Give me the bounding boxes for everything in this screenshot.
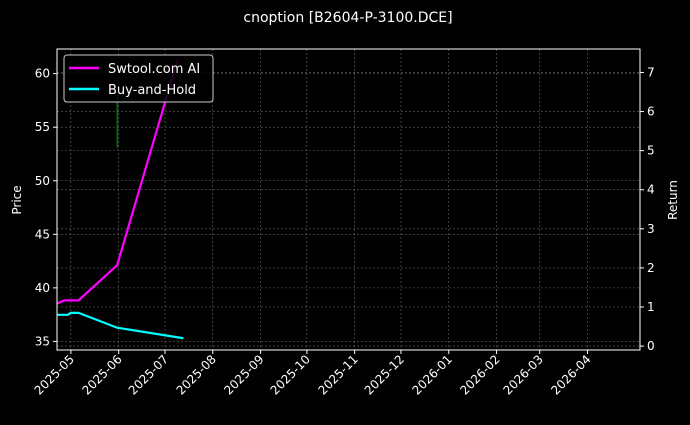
x-tick-label: 2025-07	[126, 352, 171, 397]
x-tick-label: 2025-05	[32, 352, 77, 397]
legend: Swtool.com AI Buy-and-Hold	[63, 54, 214, 103]
y2-tick-label: 5	[647, 144, 655, 158]
x-tick-label: 2025-12	[362, 352, 407, 397]
x-tick-label: 2026-02	[457, 352, 502, 397]
y-tick-label: 55	[35, 120, 50, 134]
y2-tick-label: 4	[647, 183, 655, 197]
y-axis-label: Price	[10, 185, 24, 214]
y2-axis-label: Return	[666, 180, 680, 220]
x-tick-label: 2025-09	[221, 352, 266, 397]
series-line-swtool-com-ai	[57, 60, 179, 305]
y-tick-label: 60	[35, 67, 50, 81]
y-tick-label: 40	[35, 281, 50, 295]
legend-box	[63, 54, 214, 103]
x-tick-label: 2026-01	[410, 352, 455, 397]
y2-tick-label: 6	[647, 105, 655, 119]
x-tick-label: 2025-11	[315, 352, 360, 397]
y2-tick-label: 3	[647, 222, 655, 236]
y2-tick-label: 2	[647, 261, 655, 275]
plot-frame	[56, 48, 641, 351]
y2-tick-label: 0	[647, 339, 655, 353]
legend-label: Swtool.com AI	[108, 62, 200, 77]
series-line-buy-and-hold	[57, 311, 184, 340]
x-tick-label: 2025-06	[79, 352, 124, 397]
y-tick-label: 35	[35, 334, 50, 348]
y-tick-label: 45	[35, 227, 50, 241]
y-tick-label: 50	[35, 174, 50, 188]
y2-tick-label: 1	[647, 300, 655, 314]
legend-label: Buy-and-Hold	[108, 83, 196, 98]
x-tick-label: 2026-03	[501, 352, 546, 397]
x-tick-label: 2025-10	[268, 352, 313, 397]
chart-title: cnoption [B2604-P-3100.DCE]	[243, 10, 452, 26]
y2-tick-label: 7	[647, 65, 655, 79]
x-tick-label: 2025-08	[174, 352, 219, 397]
x-tick-label: 2026-04	[548, 352, 593, 397]
